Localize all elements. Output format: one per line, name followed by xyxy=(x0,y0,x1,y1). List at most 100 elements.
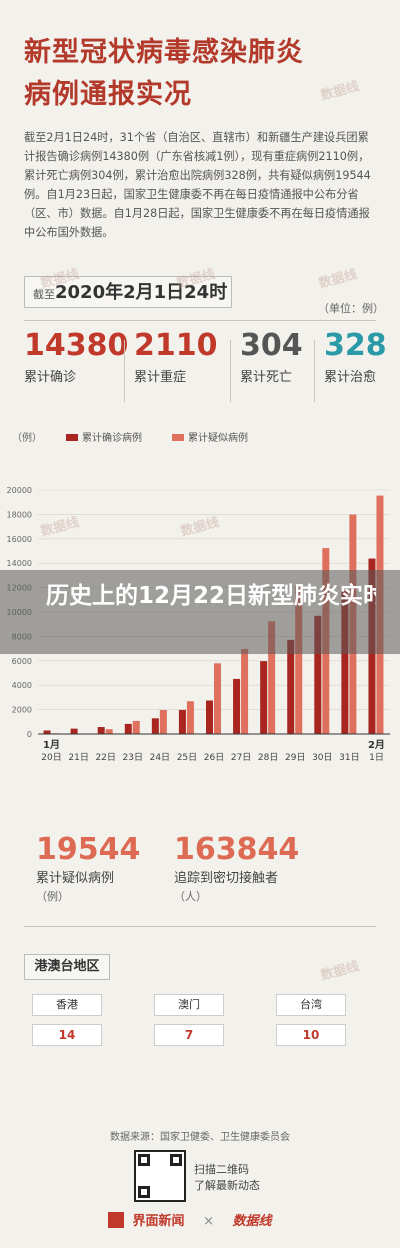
qr-code[interactable] xyxy=(134,1150,186,1202)
bar-confirmed xyxy=(260,661,268,734)
watermark: 数据线 xyxy=(319,959,361,984)
data-source: 数据来源：国家卫健委、卫生健康委员会 xyxy=(110,1132,290,1143)
big-stat-unit: （例） xyxy=(36,890,69,903)
stat-label: 累计重症 xyxy=(134,370,187,385)
legend-label: 累计确诊病例 xyxy=(82,431,142,444)
big-stat-unit: （人） xyxy=(174,890,207,903)
big-stat-value: 163844 xyxy=(174,832,300,867)
stat-recovered: 328 累计治愈 xyxy=(324,326,387,402)
x-tick-label: 20日 xyxy=(41,752,61,763)
region-value: 7 xyxy=(154,1024,224,1046)
date-value: 2020年2月1日24时 xyxy=(55,282,228,303)
x-tick-label: 31日 xyxy=(339,752,359,763)
brand-jiemian: 界面新闻 xyxy=(132,1214,185,1229)
y-tick-label: 18000 xyxy=(7,510,32,519)
bar-suspected xyxy=(241,648,249,734)
divider xyxy=(24,926,376,927)
bar-confirmed xyxy=(43,730,51,734)
stat-separator xyxy=(314,340,315,402)
divider xyxy=(24,320,376,321)
bar-confirmed xyxy=(70,728,78,734)
x-tick-label: 27日 xyxy=(231,752,251,763)
stat-label: 累计死亡 xyxy=(240,370,293,385)
bar-confirmed xyxy=(314,615,322,734)
bar-confirmed xyxy=(178,709,186,734)
page-title: 新型冠状病毒感染肺炎 病例通报实况 xyxy=(24,32,376,116)
stat-value: 2110 xyxy=(134,328,218,363)
x-tick-label: 28日 xyxy=(258,752,278,763)
title-line-2: 病例通报实况 xyxy=(24,79,192,110)
headline-overlay xyxy=(0,570,400,654)
chart-unit: （例） xyxy=(12,431,42,444)
big-stat-suspected: 19544 累计疑似病例 （例） xyxy=(36,830,140,906)
y-tick-label: 4000 xyxy=(12,681,32,690)
times-sign: × xyxy=(203,1214,214,1229)
bar-confirmed xyxy=(341,590,349,734)
stat-label: 累计治愈 xyxy=(324,370,377,385)
bar-suspected xyxy=(214,663,221,734)
bar-confirmed xyxy=(97,727,105,734)
bar-suspected xyxy=(159,710,167,734)
bar-suspected xyxy=(132,720,140,734)
jiemian-logo-icon xyxy=(108,1212,124,1228)
region-name: 澳门 xyxy=(154,994,224,1016)
x-tick-label: 1日 xyxy=(369,752,384,763)
big-stat-value: 19544 xyxy=(36,832,141,867)
bar-suspected xyxy=(268,621,276,734)
x-tick-label: 29日 xyxy=(285,752,305,763)
legend-swatch xyxy=(172,434,184,441)
bar-confirmed xyxy=(206,700,213,734)
stat-separator xyxy=(230,340,231,402)
date-box: 截至2020年2月1日24时 xyxy=(24,276,232,308)
qr-marker-icon xyxy=(138,1154,150,1166)
bar-confirmed xyxy=(287,639,295,734)
qr-caption-line-1: 扫描二维码 xyxy=(194,1163,249,1176)
stat-value: 304 xyxy=(240,328,303,363)
big-stat-label: 累计疑似病例 xyxy=(36,871,115,886)
qr-marker-icon xyxy=(138,1186,150,1198)
bar-suspected xyxy=(295,585,303,734)
region-hongkong: 香港 14 xyxy=(32,994,102,1046)
bar-confirmed xyxy=(124,723,132,734)
x-tick-label: 21日 xyxy=(68,752,88,763)
date-prefix: 截至 xyxy=(33,288,55,301)
qr-caption: 扫描二维码 了解最新动态 xyxy=(194,1162,260,1194)
brand-shujuxian: 数据线 xyxy=(232,1214,272,1229)
region-taiwan: 台湾 10 xyxy=(276,994,346,1046)
month-end-label: 2月 xyxy=(368,739,385,751)
region-value: 14 xyxy=(32,1024,102,1046)
bar-confirmed xyxy=(151,718,159,734)
region-name: 香港 xyxy=(32,994,102,1016)
x-tick-label: 25日 xyxy=(177,752,197,763)
big-stats: 19544 累计疑似病例 （例） 163844 追踪到密切接触者 （人） xyxy=(24,830,376,903)
bar-suspected xyxy=(186,701,194,734)
x-tick-label: 23日 xyxy=(123,752,143,763)
unit-label: （单位：例） xyxy=(318,302,384,315)
watermark: 数据线 xyxy=(317,267,359,292)
legend-label: 累计疑似病例 xyxy=(188,431,248,444)
x-tick-label: 30日 xyxy=(312,752,332,763)
big-stat-label: 追踪到密切接触者 xyxy=(174,871,279,886)
stat-label: 累计确诊 xyxy=(24,370,77,385)
qr-marker-icon xyxy=(170,1154,182,1166)
y-tick-label: 2000 xyxy=(12,706,32,715)
y-tick-label: 6000 xyxy=(12,657,32,666)
stat-separator xyxy=(124,340,125,402)
bar-confirmed xyxy=(233,678,241,734)
x-tick-label: 24日 xyxy=(150,752,170,763)
stats-row: 14380 累计确诊 2110 累计重症 304 累计死亡 328 累计治愈 xyxy=(24,326,387,404)
legend-swatch xyxy=(66,434,78,441)
bar-suspected xyxy=(105,729,113,734)
stat-value: 328 xyxy=(324,328,387,363)
stat-value: 14380 xyxy=(24,328,129,363)
y-tick-label: 0 xyxy=(27,730,32,739)
stat-confirmed: 14380 累计确诊 xyxy=(24,326,128,402)
footer-brands: 界面新闻 × 数据线 xyxy=(108,1210,272,1238)
region-title: 港澳台地区 xyxy=(24,954,110,980)
description-text: 截至2月1日24时，31个省（自治区、直辖市）和新疆生产建设兵团累计报告确诊病例… xyxy=(24,131,371,239)
y-tick-label: 14000 xyxy=(7,559,32,568)
title-line-1: 新型冠状病毒感染肺炎 xyxy=(24,37,304,68)
y-tick-label: 20000 xyxy=(7,486,32,495)
stat-deaths: 304 累计死亡 xyxy=(240,326,303,402)
region-macau: 澳门 7 xyxy=(154,994,224,1046)
